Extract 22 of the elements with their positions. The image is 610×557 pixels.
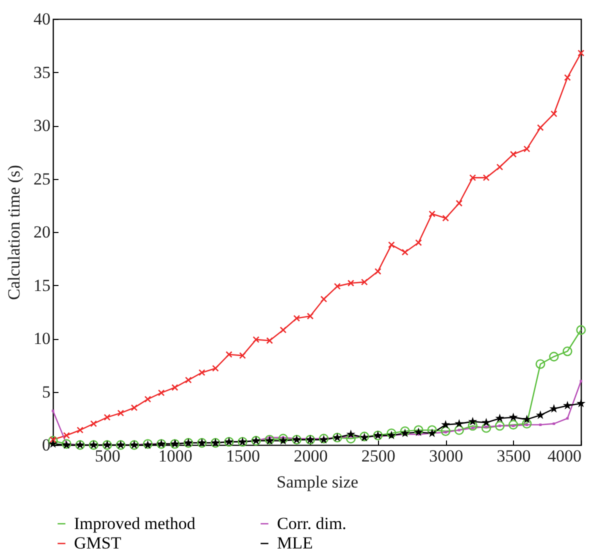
x-tick-label: 1500: [226, 446, 260, 466]
y-tick-label: 20: [34, 222, 50, 242]
legend-label: MLE: [277, 534, 313, 552]
x-axis-title: Sample size: [276, 472, 358, 492]
y-tick-label: 40: [34, 10, 50, 28]
x-tick-label: 2500: [361, 446, 396, 466]
x-tick-label: 500: [94, 446, 120, 466]
y-tick-label: 10: [34, 329, 50, 348]
y-tick-label: 25: [34, 169, 50, 188]
x-tick-label: 3000: [429, 446, 464, 466]
x-tick-label: 2000: [294, 446, 328, 466]
legend-label: GMST: [74, 534, 122, 552]
y-tick-label: 35: [34, 62, 50, 82]
y-axis-title: Calculation time (s): [4, 164, 24, 300]
y-tick-label: 30: [34, 116, 50, 135]
y-tick-label: 15: [34, 276, 50, 295]
legend-label: Improved method: [74, 514, 196, 533]
x-tick-label: 1000: [158, 446, 192, 466]
y-tick-label: 5: [42, 382, 50, 402]
x-tick-label: 4000: [548, 446, 582, 466]
x-tick-label: 3500: [496, 446, 531, 466]
legend-label: Corr. dim.: [277, 514, 346, 533]
